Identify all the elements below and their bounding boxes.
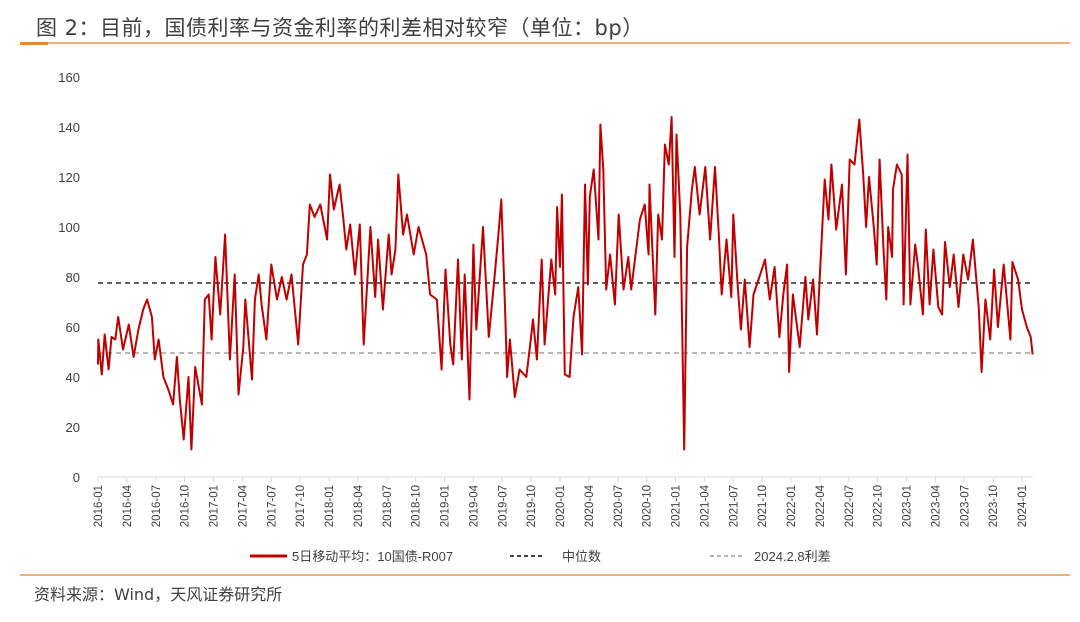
x-tick-label: 2020-07: [613, 485, 625, 527]
x-tick-label: 2020-01: [555, 485, 567, 527]
x-tick-label: 2016-04: [122, 484, 134, 527]
x-tick-label: 2017-01: [209, 485, 221, 527]
title-divider: [20, 42, 1070, 45]
footer-divider: [20, 574, 1070, 576]
x-tick-label: 2023-10: [988, 485, 1000, 527]
y-tick-label: 40: [66, 370, 80, 385]
y-tick-label: 60: [66, 320, 80, 335]
x-tick-label: 2021-04: [699, 484, 711, 527]
legend-label-series: 5日移动平均：10国债-R007: [292, 549, 453, 564]
x-tick-label: 2021-10: [757, 485, 769, 527]
x-tick-label: 2018-07: [382, 485, 394, 527]
legend-label-median: 中位数: [562, 549, 601, 564]
x-tick-label: 2016-07: [151, 485, 163, 527]
y-tick-label: 80: [66, 270, 80, 285]
y-tick-label: 100: [58, 220, 80, 235]
x-tick-label: 2022-01: [786, 485, 798, 527]
x-tick-label: 2024-01: [1017, 485, 1029, 527]
x-tick-label: 2016-01: [93, 485, 105, 527]
x-tick-label: 2017-04: [237, 484, 249, 527]
x-tick-label: 2022-10: [873, 485, 885, 527]
x-tick-label: 2023-04: [930, 484, 942, 527]
x-tick-label: 2016-10: [180, 485, 192, 527]
x-tick-label: 2021-01: [671, 485, 683, 527]
x-tick-label: 2019-04: [468, 484, 480, 527]
y-tick-label: 0: [73, 470, 80, 485]
source-note: 资料来源：Wind，天风证券研究所: [34, 585, 283, 604]
x-tick-label: 2020-04: [584, 484, 596, 527]
x-tick-label: 2017-10: [295, 485, 307, 527]
y-tick-label: 160: [58, 70, 80, 85]
y-axis: 0 20 40 60 80 100 120 140 160: [58, 70, 80, 485]
chart-title: 图 2：目前，国债利率与资金利率的利差相对较窄（单位：bp）: [36, 16, 644, 40]
x-tick-label: 2019-10: [526, 485, 538, 527]
x-tick-label: 2023-01: [902, 485, 914, 527]
x-tick-label: 2022-07: [844, 485, 856, 527]
y-tick-label: 120: [58, 170, 80, 185]
x-tick-label: 2023-07: [959, 485, 971, 527]
x-axis: 2016-01 2016-04 2016-07 2016-10 2017-01 2017-…: [93, 476, 1033, 527]
legend-label-ref: 2024.2.8利差: [754, 549, 831, 564]
x-tick-label: 2018-04: [353, 484, 365, 527]
x-tick-label: 2020-10: [642, 485, 654, 527]
y-tick-label: 20: [66, 420, 80, 435]
y-tick-label: 140: [58, 120, 80, 135]
x-tick-label: 2017-07: [266, 485, 278, 527]
series-line-10y-minus-r007: [97, 116, 1034, 451]
x-tick-label: 2021-07: [728, 485, 740, 527]
x-tick-label: 2022-04: [815, 484, 827, 527]
x-tick-label: 2018-01: [324, 485, 336, 527]
x-tick-label: 2019-07: [497, 485, 509, 527]
x-tick-label: 2019-01: [440, 485, 452, 527]
legend: 5日移动平均：10国债-R007 中位数 2024.2.8利差: [250, 549, 831, 564]
x-tick-label: 2018-10: [411, 485, 423, 527]
